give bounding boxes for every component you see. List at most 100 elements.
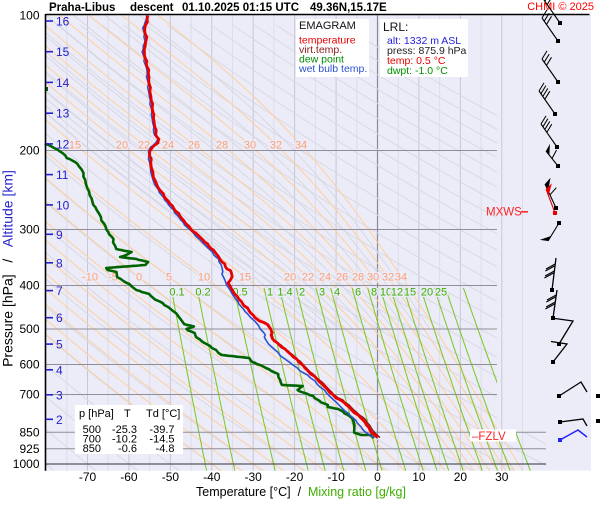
svg-text:-10.2: -10.2	[112, 434, 137, 446]
svg-text:12: 12	[56, 137, 70, 151]
svg-text:LRL:: LRL:	[383, 20, 408, 34]
svg-text:925: 925	[19, 442, 39, 456]
svg-text:-4.8: -4.8	[156, 443, 175, 455]
svg-text:22: 22	[302, 272, 314, 284]
svg-text:-40: -40	[203, 470, 221, 484]
svg-text:15: 15	[69, 140, 81, 152]
svg-text:400: 400	[19, 279, 39, 293]
svg-text:7: 7	[56, 284, 63, 298]
svg-text:14: 14	[56, 76, 70, 90]
svg-text:10: 10	[56, 198, 70, 212]
svg-text:01.10.2025 01:15 UTC: 01.10.2025 01:15 UTC	[182, 2, 299, 14]
svg-text:28: 28	[352, 272, 364, 284]
svg-text:600: 600	[19, 358, 39, 372]
svg-text:2: 2	[299, 287, 305, 299]
svg-text:-14.5: -14.5	[149, 434, 174, 446]
svg-text:–FZLV: –FZLV	[472, 431, 506, 443]
svg-text:9: 9	[56, 228, 63, 242]
svg-text:8: 8	[371, 287, 377, 299]
svg-text:24: 24	[319, 272, 331, 284]
svg-text:alt: 1332 m ASL: alt: 1332 m ASL	[387, 35, 461, 47]
svg-text:MXWS: MXWS	[486, 207, 522, 219]
svg-text:-0.6: -0.6	[118, 443, 137, 455]
svg-text:22: 22	[138, 140, 150, 152]
svg-text:200: 200	[19, 144, 39, 158]
svg-text:850: 850	[19, 426, 39, 440]
svg-text:20: 20	[284, 272, 296, 284]
svg-text:30: 30	[495, 470, 509, 484]
svg-text:850: 850	[83, 443, 101, 455]
svg-text:26: 26	[336, 272, 348, 284]
svg-text:300: 300	[19, 223, 39, 237]
svg-text:26: 26	[188, 140, 200, 152]
svg-text:-60: -60	[120, 470, 138, 484]
svg-text:11: 11	[56, 168, 69, 182]
svg-text:32: 32	[270, 140, 282, 152]
svg-text:wet bulb temp.: wet bulb temp.	[298, 63, 367, 75]
svg-text:34: 34	[395, 272, 407, 284]
svg-text:-10: -10	[82, 272, 98, 284]
svg-text:-20: -20	[286, 470, 304, 484]
svg-text:700: 700	[19, 388, 39, 402]
svg-text:-10: -10	[327, 470, 345, 484]
svg-text:dew point: dew point	[299, 54, 344, 66]
svg-text:-50: -50	[162, 470, 180, 484]
svg-text:30: 30	[367, 272, 379, 284]
svg-text:-30: -30	[245, 470, 263, 484]
svg-text:10: 10	[380, 287, 392, 299]
svg-text:6: 6	[355, 287, 361, 299]
svg-text:temperature: temperature	[299, 35, 356, 47]
svg-text:5: 5	[166, 272, 172, 284]
svg-text:Praha-Libus: Praha-Libus	[49, 2, 115, 14]
svg-text:0.2: 0.2	[195, 287, 210, 299]
svg-text:virt.temp.: virt.temp.	[299, 44, 342, 56]
svg-text:-39.7: -39.7	[149, 424, 174, 436]
svg-text:15: 15	[404, 287, 416, 299]
svg-text:10: 10	[412, 470, 426, 484]
svg-text:0.1: 0.1	[169, 287, 184, 299]
svg-text:8: 8	[56, 256, 63, 270]
svg-text:20: 20	[116, 140, 128, 152]
svg-text:15: 15	[239, 272, 251, 284]
svg-text:30: 30	[244, 140, 256, 152]
svg-text:1: 1	[267, 287, 273, 299]
svg-text:CHMI © 2025: CHMI © 2025	[527, 1, 594, 13]
svg-text:12: 12	[391, 287, 403, 299]
svg-text:Td [°C]: Td [°C]	[146, 408, 180, 420]
svg-text:2: 2	[56, 413, 63, 427]
svg-text:100: 100	[19, 9, 39, 23]
svg-text:10: 10	[198, 272, 210, 284]
svg-text:32: 32	[382, 272, 394, 284]
svg-text:descent: descent	[130, 2, 174, 14]
svg-text:0: 0	[374, 470, 381, 484]
svg-text:6: 6	[56, 311, 63, 325]
svg-text:T: T	[124, 408, 131, 420]
svg-text:-25.3: -25.3	[112, 424, 137, 436]
svg-text:500: 500	[83, 424, 101, 436]
svg-text:0: 0	[136, 272, 142, 284]
svg-text:24: 24	[162, 140, 174, 152]
svg-text:3: 3	[319, 287, 325, 299]
svg-text:p [hPa]: p [hPa]	[79, 408, 114, 420]
svg-text:Temperature [°C] / Mixing ra: Temperature [°C] / Mixing ratio [g/kg]	[196, 485, 406, 499]
svg-text:16: 16	[56, 15, 70, 29]
svg-text:temp: 0.5 °C: temp: 0.5 °C	[387, 55, 446, 67]
svg-text:EMAGRAM: EMAGRAM	[299, 20, 356, 32]
svg-text:28: 28	[216, 140, 228, 152]
svg-text:-70: -70	[79, 470, 97, 484]
svg-text:3: 3	[56, 388, 63, 402]
svg-text:700: 700	[83, 434, 101, 446]
svg-text:Pressure [hPa] / Altitude: Pressure [hPa] / Altitude [km]	[0, 170, 16, 367]
svg-text:4: 4	[56, 363, 63, 377]
svg-text:5: 5	[56, 338, 63, 352]
svg-text:1000: 1000	[13, 457, 40, 471]
svg-text:34: 34	[295, 140, 307, 152]
svg-text:4: 4	[334, 287, 340, 299]
svg-text:1.4: 1.4	[277, 287, 292, 299]
svg-text:500: 500	[19, 322, 39, 336]
svg-text:20: 20	[454, 470, 468, 484]
svg-text:press: 875.9 hPa: press: 875.9 hPa	[387, 45, 467, 57]
svg-text:25: 25	[435, 287, 447, 299]
svg-text:20: 20	[421, 287, 433, 299]
svg-text:13: 13	[56, 107, 70, 121]
